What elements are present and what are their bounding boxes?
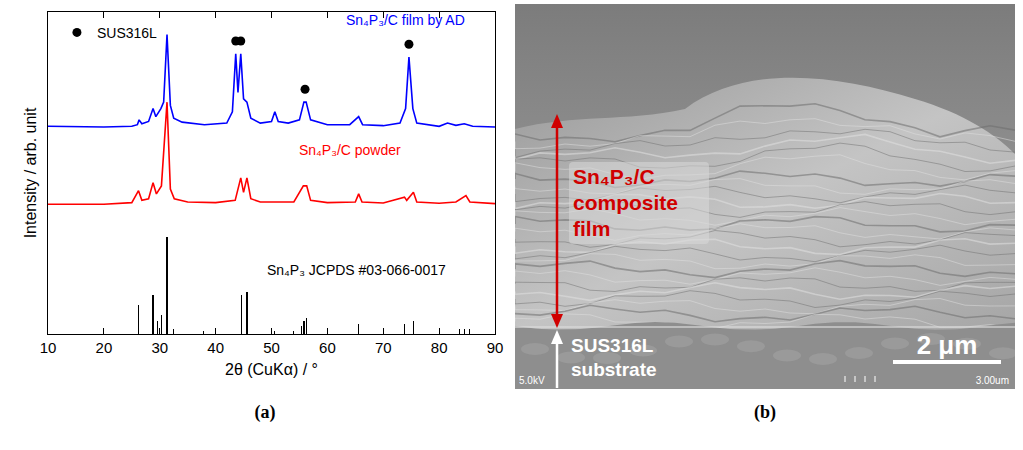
svg-text:30: 30	[151, 339, 168, 356]
svg-text:90: 90	[487, 339, 504, 356]
svg-text:Sn₄P₃ JCPDS #03-066-0017: Sn₄P₃ JCPDS #03-066-0017	[267, 262, 446, 278]
svg-text:20: 20	[96, 339, 113, 356]
svg-text:5.0kV: 5.0kV	[519, 375, 545, 386]
svg-text:Intensity / arb. unit: Intensity / arb. unit	[22, 107, 39, 238]
svg-text:SUS316L: SUS316L	[97, 25, 157, 41]
svg-text:Sn₄P₃/C powder: Sn₄P₃/C powder	[299, 142, 401, 158]
svg-text:Sn₄P₃/C: Sn₄P₃/C	[573, 165, 655, 188]
svg-text:substrate: substrate	[571, 359, 657, 380]
html-text:(b): (b)	[754, 402, 776, 422]
svg-text:film: film	[573, 217, 610, 240]
svg-text:2 μm: 2 μm	[917, 330, 978, 360]
svg-text:70: 70	[375, 339, 392, 356]
svg-text:80: 80	[431, 339, 448, 356]
svg-text:40: 40	[207, 339, 224, 356]
svg-text:10: 10	[40, 339, 57, 356]
svg-text:SUS316L: SUS316L	[571, 335, 654, 356]
svg-text:3.00um: 3.00um	[976, 375, 1009, 386]
svg-text:60: 60	[319, 339, 336, 356]
svg-text:Sn₄P₃/C film by AD: Sn₄P₃/C film by AD	[346, 12, 465, 28]
html-text:(a): (a)	[254, 402, 276, 422]
svg-text:50: 50	[263, 339, 280, 356]
svg-text:composite: composite	[573, 191, 678, 214]
svg-text:2θ (CuKα) / °: 2θ (CuKα) / °	[225, 361, 318, 378]
